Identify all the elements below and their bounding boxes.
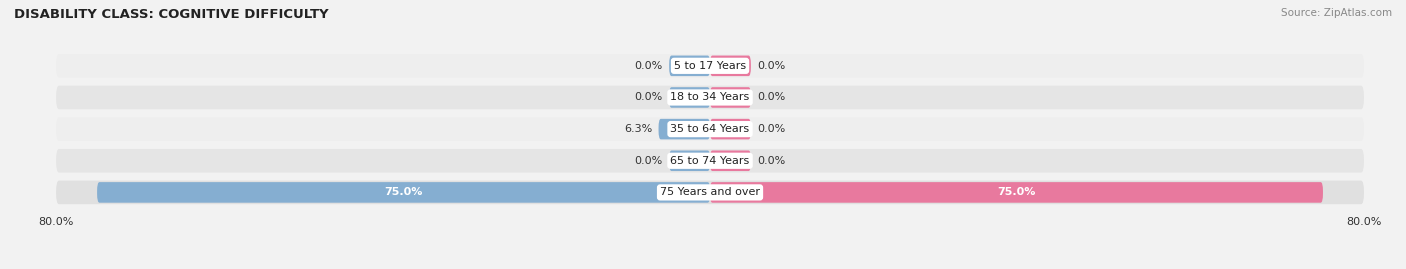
Text: 0.0%: 0.0%: [634, 61, 662, 71]
Text: 0.0%: 0.0%: [634, 93, 662, 102]
Text: 18 to 34 Years: 18 to 34 Years: [671, 93, 749, 102]
Text: 0.0%: 0.0%: [758, 61, 786, 71]
FancyBboxPatch shape: [710, 55, 751, 76]
Text: Source: ZipAtlas.com: Source: ZipAtlas.com: [1281, 8, 1392, 18]
FancyBboxPatch shape: [97, 182, 710, 203]
FancyBboxPatch shape: [658, 119, 710, 139]
FancyBboxPatch shape: [710, 150, 751, 171]
FancyBboxPatch shape: [56, 54, 1364, 78]
FancyBboxPatch shape: [710, 119, 751, 139]
Text: 0.0%: 0.0%: [758, 124, 786, 134]
Text: DISABILITY CLASS: COGNITIVE DIFFICULTY: DISABILITY CLASS: COGNITIVE DIFFICULTY: [14, 8, 329, 21]
FancyBboxPatch shape: [56, 180, 1364, 204]
FancyBboxPatch shape: [669, 87, 710, 108]
FancyBboxPatch shape: [669, 150, 710, 171]
Text: 6.3%: 6.3%: [624, 124, 652, 134]
FancyBboxPatch shape: [56, 86, 1364, 109]
Text: 0.0%: 0.0%: [758, 156, 786, 166]
Text: 75 Years and over: 75 Years and over: [659, 187, 761, 197]
Text: 35 to 64 Years: 35 to 64 Years: [671, 124, 749, 134]
Text: 75.0%: 75.0%: [997, 187, 1036, 197]
Text: 75.0%: 75.0%: [384, 187, 423, 197]
FancyBboxPatch shape: [56, 149, 1364, 173]
FancyBboxPatch shape: [669, 55, 710, 76]
Text: 5 to 17 Years: 5 to 17 Years: [673, 61, 747, 71]
Text: 0.0%: 0.0%: [634, 156, 662, 166]
Text: 0.0%: 0.0%: [758, 93, 786, 102]
FancyBboxPatch shape: [710, 182, 1323, 203]
FancyBboxPatch shape: [56, 117, 1364, 141]
Text: 65 to 74 Years: 65 to 74 Years: [671, 156, 749, 166]
FancyBboxPatch shape: [710, 87, 751, 108]
